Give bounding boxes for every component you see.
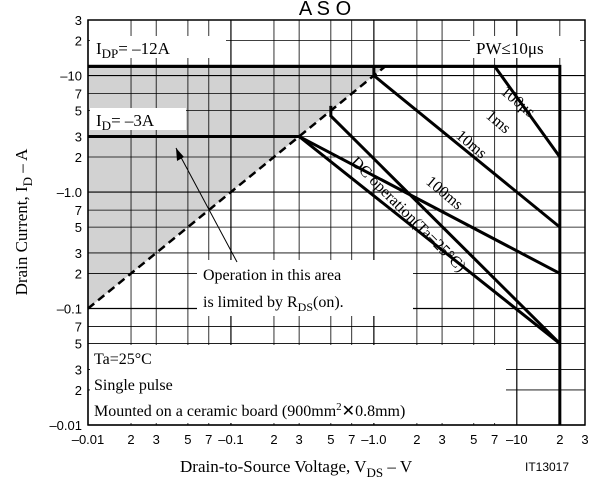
condition-pulse: Single pulse bbox=[94, 377, 173, 394]
conditions-box bbox=[90, 345, 506, 423]
pw-label-box bbox=[470, 36, 580, 58]
x-tick-label: 2 bbox=[413, 432, 420, 447]
y-axis-label-tail: – A bbox=[12, 148, 31, 177]
x-axis-label-sub: DS bbox=[367, 465, 384, 480]
y-tick-label: 3 bbox=[75, 362, 82, 377]
y-tick-label: 3 bbox=[75, 129, 82, 144]
area-note-sub: DS bbox=[298, 300, 313, 314]
idp-label-main: I bbox=[96, 39, 102, 58]
label-1ms: 1ms bbox=[482, 107, 513, 137]
label-100ms: 100ms bbox=[422, 173, 466, 213]
idp-label-value: = –12A bbox=[118, 39, 170, 58]
y-tick-label: –0.1 bbox=[57, 302, 82, 317]
x-tick-label: 3 bbox=[153, 432, 160, 447]
id-label-box bbox=[90, 108, 186, 130]
y-tick-label: 5 bbox=[75, 104, 82, 119]
x-tick-label: 3 bbox=[581, 432, 588, 447]
condition-mounting: Mounted on a ceramic board (900mm2✕0.8mm… bbox=[94, 401, 405, 420]
x-tick-label: 3 bbox=[296, 432, 303, 447]
area-note-arrowhead bbox=[176, 148, 184, 161]
y-tick-labels: –0.01 2 3 5 7 –0.1 2 3 5 7 –1.0 2 3 5 7 –10 2 3 bbox=[49, 13, 82, 433]
area-note-line2: is limited by RDS(on). bbox=[203, 294, 344, 314]
x-tick-label: 7 bbox=[205, 432, 212, 447]
y-axis-label-sub: D bbox=[20, 177, 35, 186]
y-tick-label: –10 bbox=[60, 69, 82, 84]
x-tick-label: –0.1 bbox=[218, 432, 243, 447]
idp-label: IDP= –12A bbox=[96, 39, 171, 61]
y-tick-label: 2 bbox=[75, 150, 82, 165]
x-tick-label: 5 bbox=[184, 432, 191, 447]
y-axis-label: Drain Current, ID – A bbox=[12, 148, 35, 296]
x-axis-label: Drain-to-Source Voltage, VDS – V bbox=[180, 457, 413, 480]
condition-mounting-tail: ✕0.8mm) bbox=[342, 403, 406, 420]
y-tick-label: 7 bbox=[75, 320, 82, 335]
x-tick-label: 5 bbox=[327, 432, 334, 447]
area-note-text: is limited by R bbox=[203, 294, 298, 311]
area-note-box bbox=[197, 260, 413, 316]
y-tick-label: 5 bbox=[75, 337, 82, 352]
series-line bbox=[372, 66, 561, 229]
series-line bbox=[88, 64, 562, 158]
y-tick-label: 3 bbox=[75, 13, 82, 28]
x-tick-label: 2 bbox=[270, 432, 277, 447]
area-note-tail: (on). bbox=[313, 294, 344, 311]
id-label-main: I bbox=[96, 111, 102, 130]
id-label: ID= –3A bbox=[96, 111, 155, 133]
series-line bbox=[329, 105, 561, 345]
x-tick-label: 2 bbox=[556, 432, 563, 447]
idp-label-box bbox=[90, 36, 226, 58]
series-line bbox=[88, 134, 561, 345]
area-note-arrow bbox=[175, 147, 238, 263]
condition-mounting-sup: 2 bbox=[336, 401, 342, 413]
figure-id: IT13017 bbox=[525, 460, 569, 474]
x-axis-label-main: Drain-to-Source Voltage, V bbox=[180, 457, 367, 476]
ron-limit-line bbox=[87, 65, 386, 310]
idp-label-sub: DP bbox=[102, 46, 119, 61]
x-tick-label: 2 bbox=[127, 432, 134, 447]
chart-title: A S O bbox=[299, 0, 351, 20]
x-tick-label: 5 bbox=[470, 432, 477, 447]
y-tick-label: 7 bbox=[75, 87, 82, 102]
y-tick-label: –1.0 bbox=[57, 185, 82, 200]
x-tick-label: 7 bbox=[348, 432, 355, 447]
y-tick-label: 3 bbox=[75, 246, 82, 261]
area-note-line1: Operation in this area bbox=[203, 267, 341, 284]
y-tick-label: –0.01 bbox=[49, 418, 82, 433]
x-tick-label: –0.01 bbox=[72, 432, 105, 447]
id-label-value: = –3A bbox=[111, 111, 155, 130]
plot-frame bbox=[87, 19, 586, 426]
x-tick-label: 3 bbox=[438, 432, 445, 447]
x-axis-label-tail: – V bbox=[383, 457, 413, 476]
x-tick-labels: –0.01 2 3 5 7 –0.1 2 3 5 7 –1.0 2 3 5 7 –10 2 3 bbox=[72, 432, 589, 447]
series-layer bbox=[87, 64, 562, 425]
pw-label: PW≤10μs bbox=[476, 39, 544, 58]
y-tick-label: 7 bbox=[75, 203, 82, 218]
id-label-sub: D bbox=[102, 118, 111, 133]
y-tick-label: 5 bbox=[75, 220, 82, 235]
x-tick-label: –10 bbox=[506, 432, 528, 447]
y-axis-label-main: Drain Current, I bbox=[12, 186, 31, 295]
condition-temperature: Ta=25°C bbox=[94, 351, 152, 368]
x-tick-label: 7 bbox=[491, 432, 498, 447]
y-tick-label: 2 bbox=[75, 266, 82, 281]
condition-mounting-main: Mounted on a ceramic board (900mm bbox=[94, 403, 337, 420]
y-tick-label: 2 bbox=[75, 383, 82, 398]
y-tick-label: 2 bbox=[75, 34, 82, 49]
x-tick-label: –1.0 bbox=[361, 432, 386, 447]
